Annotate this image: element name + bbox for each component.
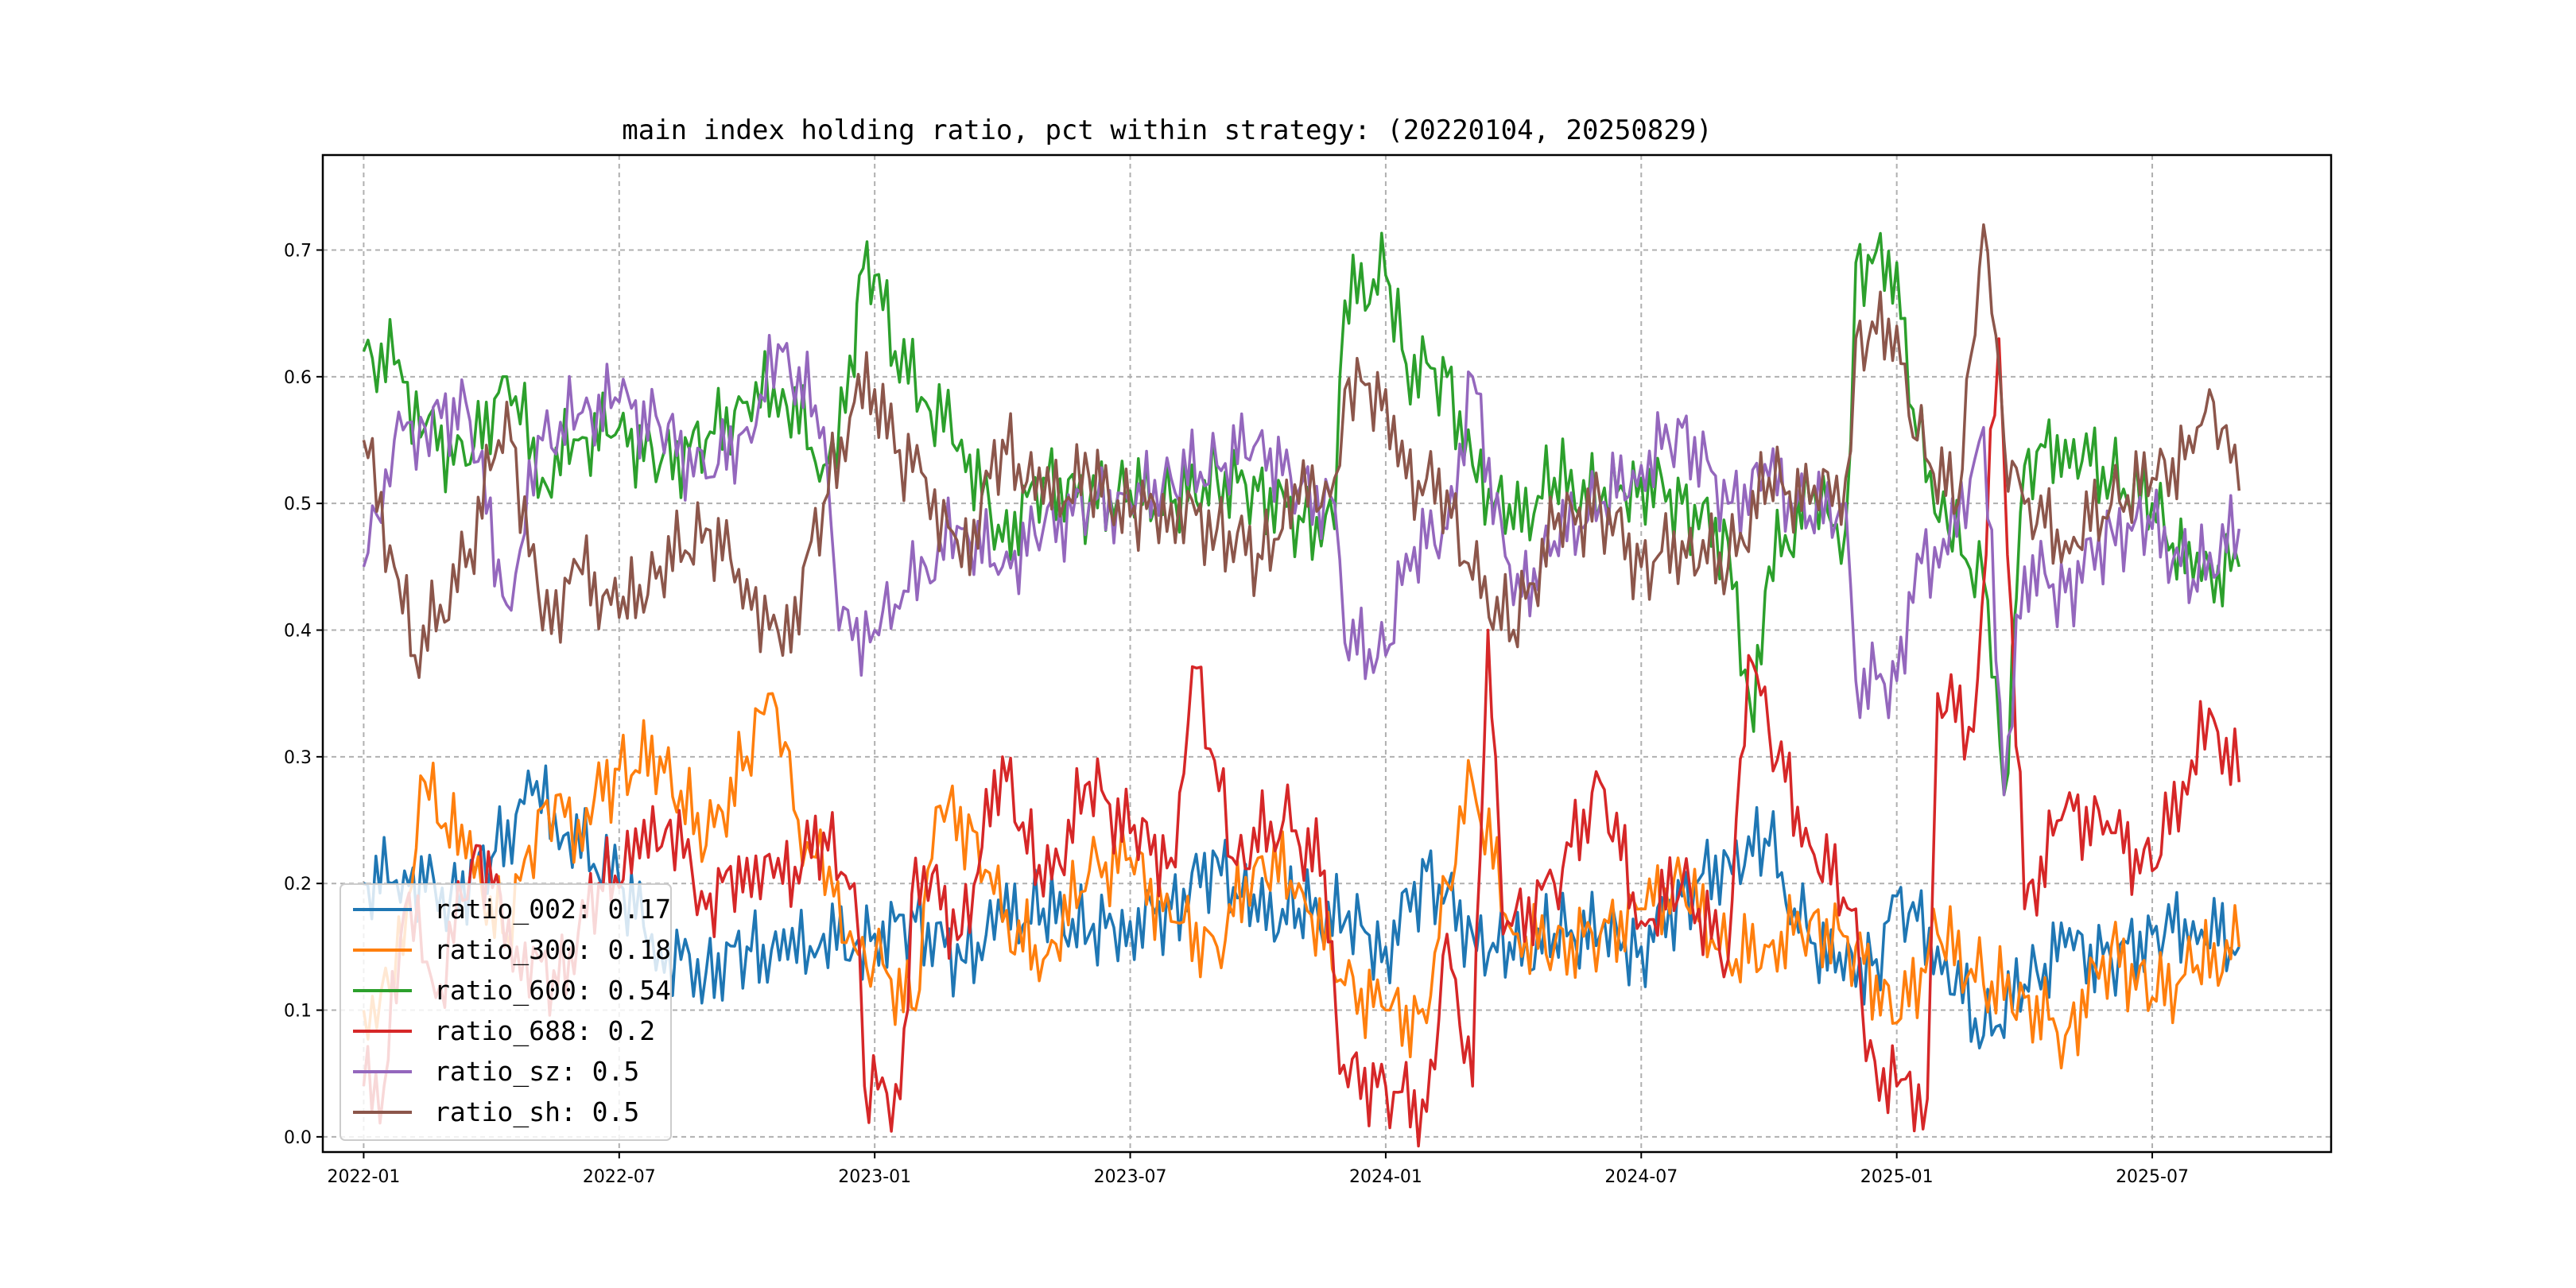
x-tick-label: 2024-01 xyxy=(1349,1167,1422,1187)
legend-label: ratio_300: 0.18 xyxy=(434,934,671,966)
legend-label: ratio_sh: 0.5 xyxy=(434,1096,639,1128)
series-line-ratio-300 xyxy=(362,692,2241,1070)
series-line-ratio-600 xyxy=(362,231,2241,797)
y-tick-label: 0.4 xyxy=(284,622,312,642)
x-tick-label: 2023-01 xyxy=(838,1167,911,1187)
legend-label: ratio_002: 0.17 xyxy=(434,894,671,925)
plot-frame xyxy=(321,153,2333,1154)
legend-box xyxy=(339,883,672,1141)
y-tick-label: 0.2 xyxy=(284,875,312,894)
legend: ratio_002: 0.17 ratio_300: 0.18 ratio_600:… xyxy=(339,883,672,1141)
y-tick-label: 0.0 xyxy=(284,1128,312,1148)
series-lines xyxy=(362,223,2241,1148)
y-tick-label: 0.7 xyxy=(284,242,312,262)
y-tick-label: 0.6 xyxy=(284,368,312,388)
series-line-ratio-sz xyxy=(362,333,2241,797)
x-tick-label: 2022-07 xyxy=(583,1167,656,1187)
axis-ticks: 2022-01 2022-07 2023-01 2023-07 2024-01 2024-… xyxy=(284,242,2189,1187)
x-tick-label: 2022-01 xyxy=(327,1167,400,1187)
y-tick-label: 0.1 xyxy=(284,1002,312,1022)
y-tick-label: 0.3 xyxy=(284,748,312,768)
legend-label: ratio_600: 0.54 xyxy=(434,975,671,1007)
x-tick-label: 2025-01 xyxy=(1860,1167,1934,1187)
legend-label: ratio_688: 0.2 xyxy=(434,1015,655,1047)
y-tick-label: 0.5 xyxy=(284,495,312,514)
x-tick-label: 2023-07 xyxy=(1094,1167,1167,1187)
series-line-ratio-sh xyxy=(362,223,2241,679)
legend-label: ratio_sz: 0.5 xyxy=(434,1056,639,1088)
series-line-ratio-688 xyxy=(362,337,2241,1148)
x-tick-label: 2024-07 xyxy=(1604,1167,1678,1187)
x-tick-label: 2025-07 xyxy=(2116,1167,2189,1187)
chart-title: main index holding ratio, pct within str… xyxy=(622,114,1712,146)
